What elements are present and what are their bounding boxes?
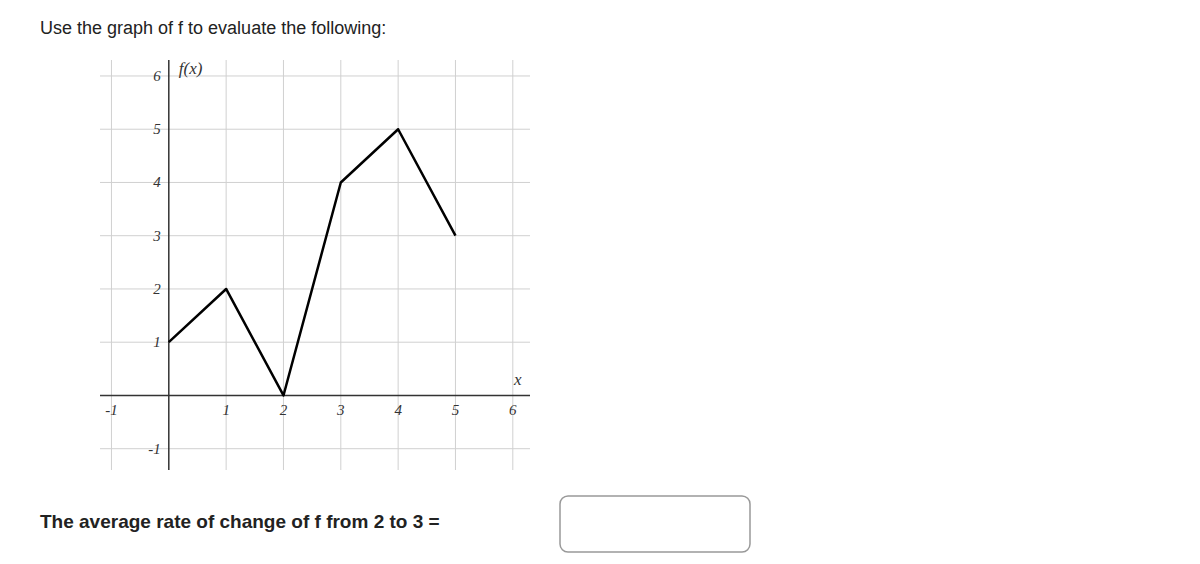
grid-line-y	[100, 448, 530, 449]
answer-box	[560, 496, 750, 552]
y-tick-label: 6	[153, 68, 161, 84]
question-text: The average rate of change of f from 2 t…	[40, 511, 440, 532]
x-tick-label: 5	[452, 402, 460, 418]
grid-line-y	[100, 75, 530, 76]
x-tick-label: 4	[394, 402, 402, 418]
x-tick-label: 6	[509, 402, 517, 418]
chart: Use the graph of f to evaluate the follo…	[0, 0, 1200, 564]
x-axis	[100, 395, 530, 397]
grid-line-y	[100, 342, 530, 343]
y-tick-label: 1	[153, 334, 161, 350]
grid-line-y	[100, 182, 530, 183]
y-tick-label: 5	[153, 121, 161, 137]
grid-line-y	[100, 288, 530, 289]
x-tick-label: -1	[105, 402, 118, 418]
y-tick-label: 3	[152, 228, 161, 244]
y-tick-label: 4	[153, 174, 161, 190]
x-tick-label: 3	[336, 402, 345, 418]
function-line	[169, 129, 456, 395]
plot-marks	[169, 129, 456, 395]
y-tick-label: -1	[148, 441, 161, 457]
x-tick-label: 2	[280, 402, 288, 418]
x-axis-label: x	[513, 370, 522, 389]
grid-line-y	[100, 129, 530, 130]
y-axis-label: f(x)	[179, 59, 203, 78]
title: Use the graph of f to evaluate the follo…	[40, 18, 386, 38]
x-tick-label: 1	[222, 402, 230, 418]
grid	[100, 60, 530, 470]
grid-line-y	[100, 235, 530, 236]
y-axis	[168, 60, 170, 470]
y-tick-label: 2	[153, 281, 161, 297]
